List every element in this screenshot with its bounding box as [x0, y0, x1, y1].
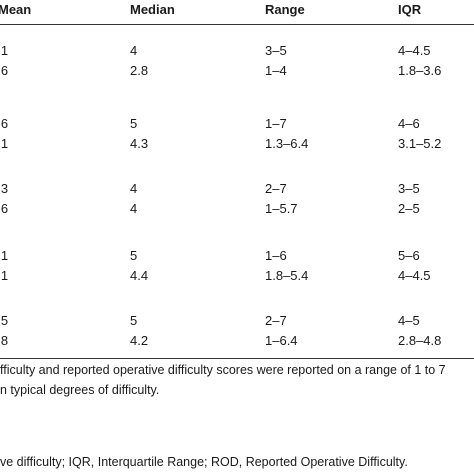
table-cell: 5 [130, 248, 138, 263]
table-cell: 5 [130, 116, 138, 131]
table-cell: 5 [130, 313, 138, 328]
table-cell: 4 [130, 43, 138, 58]
table-cell: 2–7 [265, 181, 287, 196]
table-cell: 1.3–6.4 [265, 136, 309, 151]
table-cell: 3.1–5.2 [398, 136, 442, 151]
table-cell: 5.1 [0, 248, 9, 263]
table-cell: 4.1 [0, 136, 9, 151]
table-cell: 4.3 [130, 136, 149, 151]
table-cell: 4.2 [130, 333, 149, 348]
table-cell: 2–7 [265, 313, 287, 328]
table-cell: 2.6 [0, 63, 9, 78]
table-cell: 4–5 [398, 313, 420, 328]
table-cell: 1–7 [265, 116, 287, 131]
bottom-rule [0, 358, 474, 359]
table-cell: 4–4.5 [398, 43, 431, 58]
table-cell: 4.1 [0, 268, 9, 283]
table-cell: 4.6 [0, 201, 9, 216]
table-cell: 4–4.5 [398, 268, 431, 283]
table-cell: 4.5 [0, 313, 9, 328]
footnote: n typical degrees of difficulty. [0, 383, 160, 397]
table-cell: 2–5 [398, 201, 420, 216]
table-cell: 4.6 [0, 116, 9, 131]
header-cell: IQR [398, 2, 422, 17]
table-cell: 1–6 [265, 248, 287, 263]
header-cell: Range [265, 2, 305, 17]
table-cell: 1–5.7 [265, 201, 298, 216]
table-cell: 2.8–4.8 [398, 333, 442, 348]
footnote: ve difficulty; IQR, Interquartile Range;… [0, 455, 408, 469]
table-cell: 4.3 [0, 181, 9, 196]
table-cell: 4 [130, 181, 138, 196]
table-cell: 1–6.4 [265, 333, 298, 348]
table-cell: 4.1 [0, 43, 9, 58]
footnote: fficulty and reported operative difficul… [0, 363, 446, 377]
header-cell: Mean [0, 2, 32, 17]
header-cell: Median [130, 2, 175, 17]
table-cell: 2.8 [130, 63, 149, 78]
header-rule [0, 24, 474, 25]
table-cell: 3.8 [0, 333, 9, 348]
table-cell: 4.4 [130, 268, 149, 283]
table-cell: 1.8–5.4 [265, 268, 309, 283]
table-cell: 4–6 [398, 116, 420, 131]
table-cell: 1–4 [265, 63, 287, 78]
table-cell: 1.8–3.6 [398, 63, 442, 78]
table-cell: 3–5 [398, 181, 420, 196]
table-cell: 3–5 [265, 43, 287, 58]
table-cell: 5–6 [398, 248, 420, 263]
table-cell: 4 [130, 201, 138, 216]
